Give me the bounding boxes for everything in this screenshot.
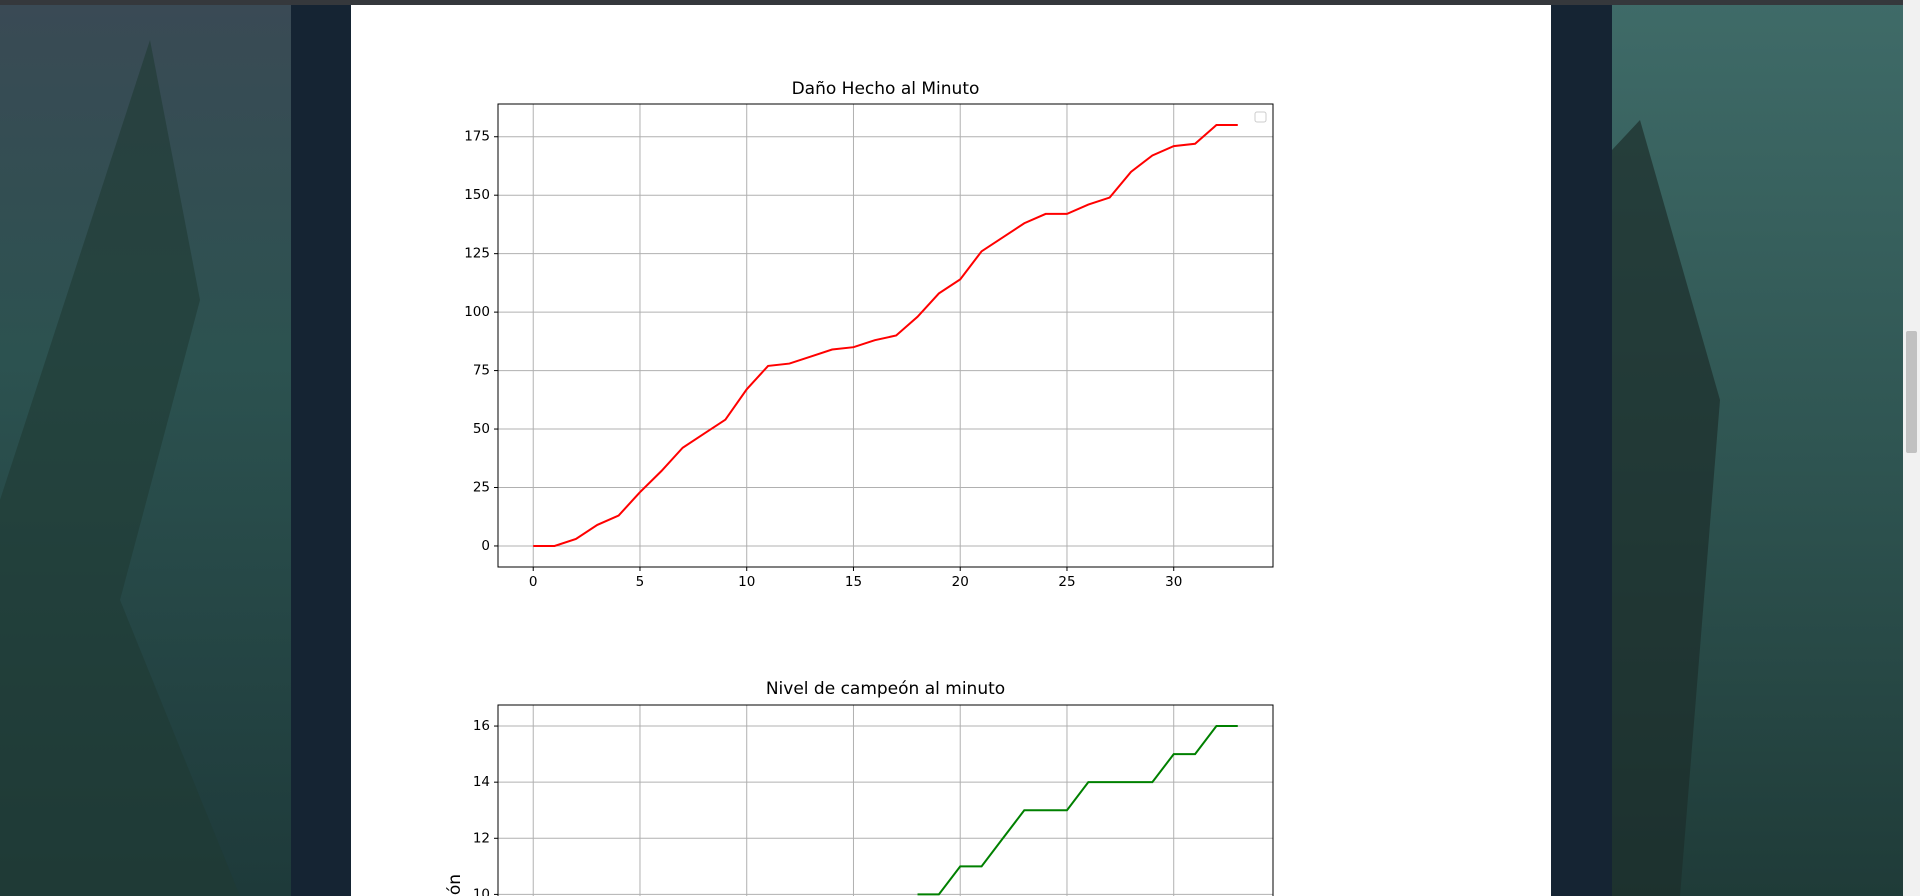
x-tick-label: 20 <box>952 574 969 590</box>
y-tick-label: 100 <box>464 304 490 320</box>
y-tick-label: 0 <box>481 538 490 554</box>
plot-area <box>917 725 1238 896</box>
x-tick-label: 30 <box>1165 574 1182 590</box>
y-axis-label: eón <box>445 874 465 896</box>
y-tick-label: 10 <box>473 886 490 896</box>
plot-area <box>533 124 1238 547</box>
x-tick-label: 5 <box>636 574 645 590</box>
y-tick-label: 175 <box>464 129 490 145</box>
x-tick-label: 25 <box>1058 574 1075 590</box>
chart-title: Nivel de campeón al minuto <box>766 679 1005 699</box>
chart-title: Daño Hecho al Minuto <box>792 79 980 99</box>
background-art <box>1612 120 1720 896</box>
data-line <box>533 124 1238 547</box>
y-tick-label: 12 <box>473 830 490 846</box>
axes-frame <box>497 704 1274 896</box>
y-tick-label: 25 <box>473 479 490 495</box>
x-tick-label: 0 <box>529 574 538 590</box>
legend-box <box>1254 111 1267 123</box>
y-tick-label: 150 <box>464 187 490 203</box>
axes-frame <box>497 103 1274 568</box>
x-tick-label: 15 <box>845 574 862 590</box>
y-tick-label: 14 <box>473 774 490 790</box>
y-tick-label: 16 <box>473 718 490 734</box>
x-tick-label: 10 <box>738 574 755 590</box>
content-panel <box>351 5 1551 896</box>
data-line <box>917 725 1238 896</box>
background-art <box>0 40 240 896</box>
y-tick-label: 75 <box>473 363 490 379</box>
y-tick-label: 50 <box>473 421 490 437</box>
y-tick-label: 125 <box>464 246 490 262</box>
scrollbar-thumb[interactable] <box>1906 331 1917 453</box>
top-bar <box>0 0 1920 5</box>
